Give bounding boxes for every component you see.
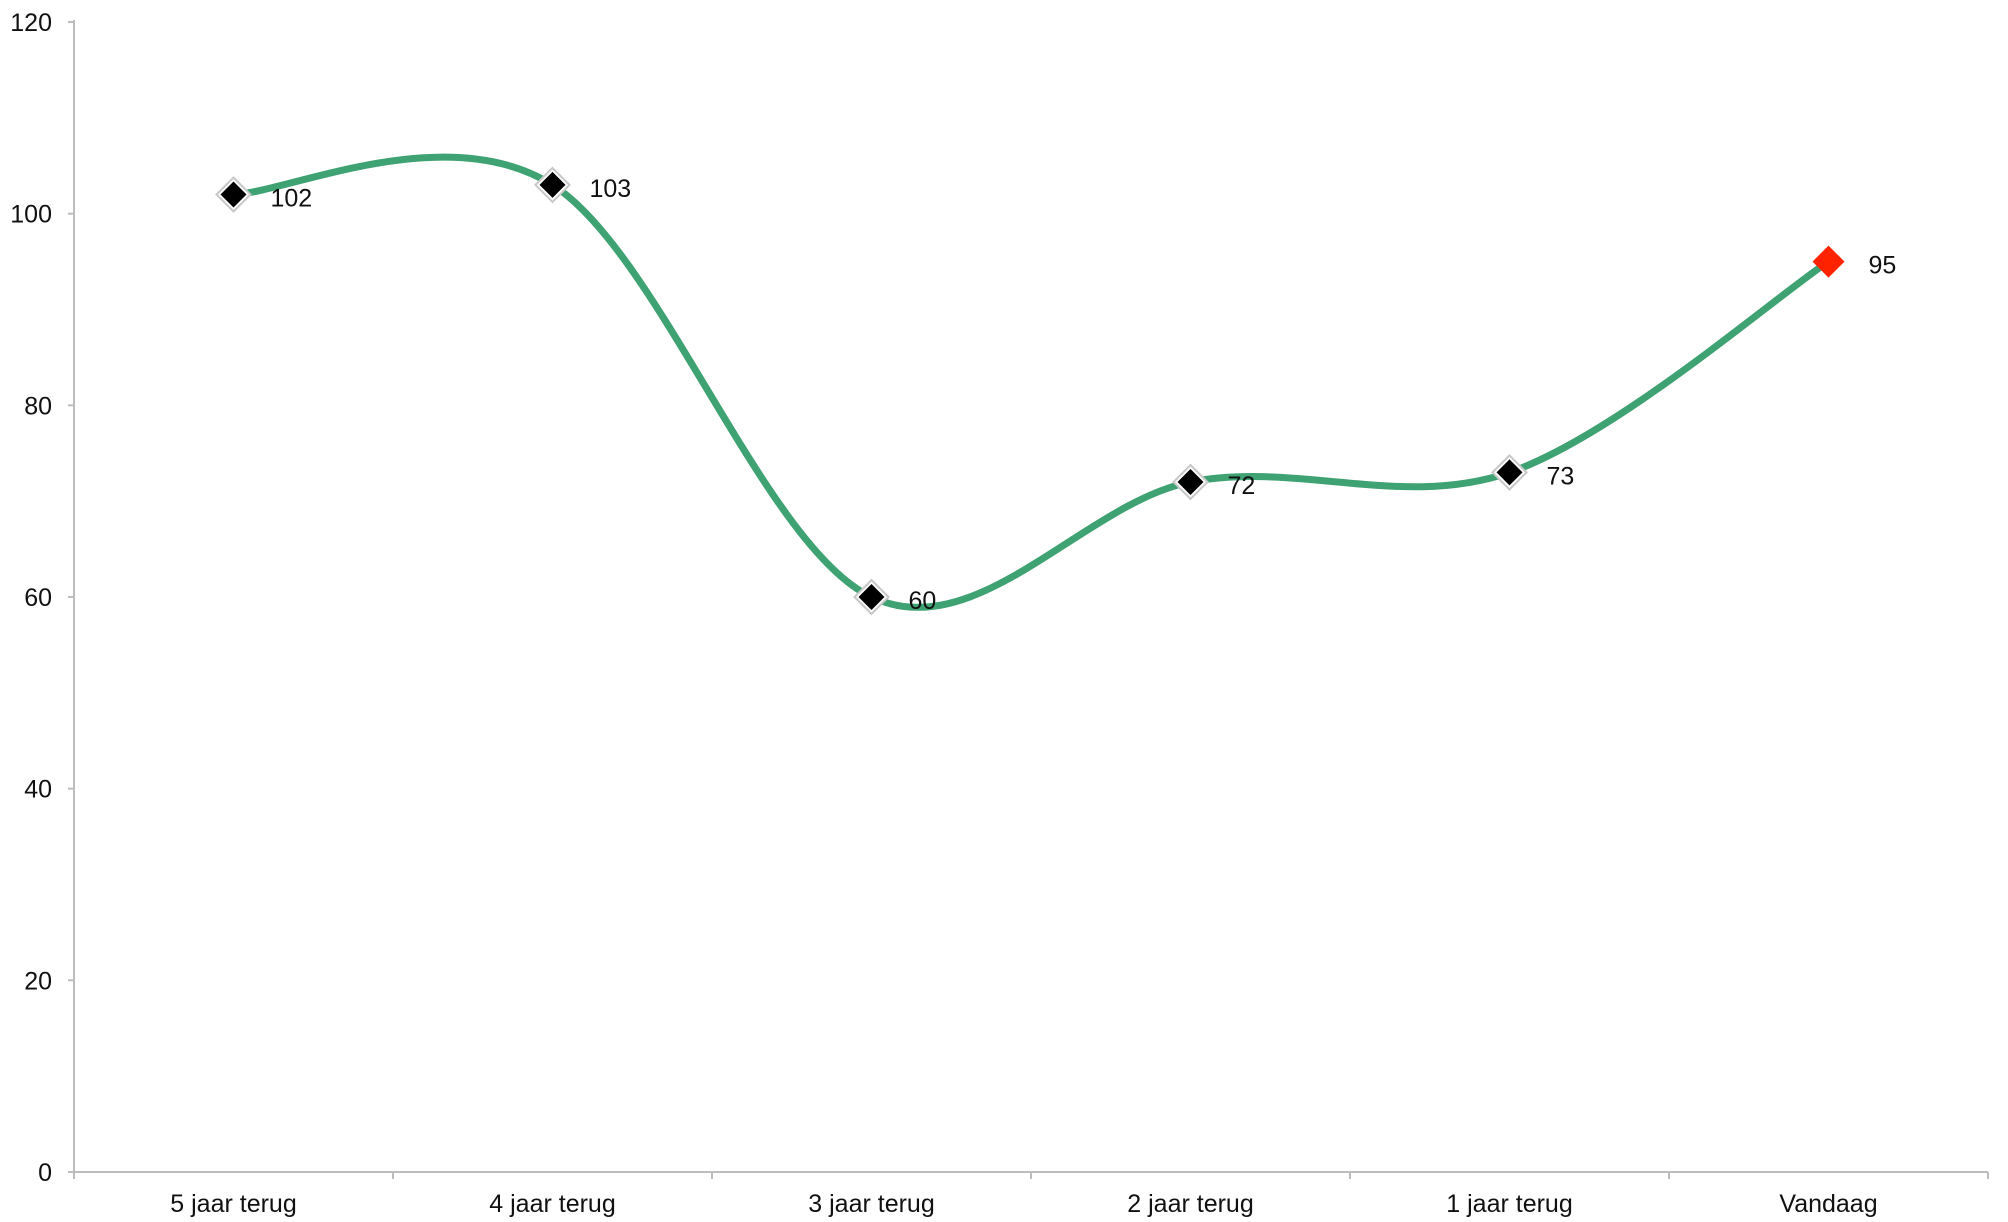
data-marker: [539, 171, 566, 198]
x-axis: 5 jaar terug 4 jaar terug 3 jaar terug 2 ja…: [73, 1171, 1989, 1218]
data-markers: [215, 166, 1845, 616]
y-tick-label: 60: [24, 584, 52, 612]
series-line: [230, 153, 1832, 611]
y-tick-label: 100: [10, 201, 52, 229]
y-tick-label: 120: [10, 9, 52, 37]
x-tick-label: 1 jaar terug: [1446, 1190, 1572, 1218]
data-label: 72: [1228, 472, 1256, 500]
y-axis: 0 20 40 60 80 100 120: [10, 9, 75, 1187]
data-labels: 102 103 60 72 73 95: [271, 175, 1897, 615]
data-marker: [1496, 459, 1523, 486]
y-tick-label: 0: [38, 1159, 52, 1187]
x-tick-label: 3 jaar terug: [808, 1190, 934, 1218]
data-label: 102: [271, 185, 313, 213]
data-marker-highlight: [1812, 245, 1845, 278]
data-label: 95: [1869, 252, 1897, 280]
x-tick-label: 4 jaar terug: [489, 1190, 615, 1218]
data-label: 60: [909, 587, 937, 615]
x-tick-label: Vandaag: [1779, 1190, 1877, 1218]
data-label: 73: [1547, 462, 1575, 490]
series-path: [230, 153, 1832, 611]
data-marker: [858, 584, 885, 610]
x-tick-label: 5 jaar terug: [170, 1190, 296, 1218]
data-marker: [220, 181, 247, 208]
y-tick-label: 80: [24, 392, 52, 420]
y-tick-label: 20: [24, 967, 52, 995]
y-tick-label: 40: [24, 776, 52, 804]
x-tick-label: 2 jaar terug: [1127, 1190, 1253, 1218]
data-label: 103: [590, 175, 632, 203]
data-marker: [1177, 469, 1204, 495]
